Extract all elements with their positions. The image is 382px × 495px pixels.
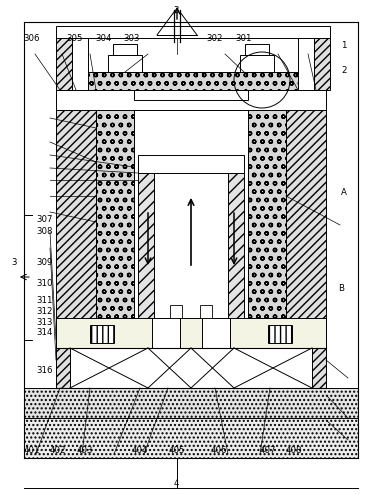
Text: 305: 305 [66, 34, 83, 43]
Text: 301: 301 [235, 34, 252, 43]
Bar [138, 155, 244, 173]
Text: 401: 401 [23, 446, 40, 455]
Bar [56, 90, 326, 110]
Text: 308: 308 [37, 227, 53, 236]
Bar [314, 38, 330, 90]
Bar [56, 348, 70, 388]
Text: 1: 1 [341, 41, 346, 50]
Bar [200, 305, 212, 318]
Text: 314: 314 [37, 328, 53, 337]
Bar [138, 173, 154, 321]
Bar [56, 72, 326, 90]
Bar [90, 325, 114, 343]
Text: 311: 311 [37, 296, 53, 305]
Bar [72, 38, 88, 90]
Bar [134, 90, 248, 100]
Bar [108, 55, 142, 72]
Bar [24, 418, 358, 458]
Bar [56, 38, 72, 90]
Bar [298, 38, 314, 90]
Text: 309: 309 [37, 258, 53, 267]
Bar [286, 110, 326, 348]
Text: 304: 304 [96, 34, 112, 43]
Text: B: B [338, 284, 344, 293]
Text: 310: 310 [37, 279, 53, 288]
Text: 407: 407 [259, 446, 276, 455]
Text: 3: 3 [174, 6, 179, 15]
Text: 312: 312 [37, 307, 53, 316]
Text: 307: 307 [37, 215, 53, 224]
Bar [228, 173, 244, 321]
Bar [113, 44, 137, 55]
Bar [170, 305, 182, 318]
Text: 404: 404 [131, 446, 148, 455]
Text: 313: 313 [37, 318, 53, 327]
Text: 306: 306 [23, 34, 40, 43]
Bar [240, 55, 274, 72]
Bar [96, 110, 134, 348]
Bar [56, 318, 326, 348]
Bar [312, 348, 326, 388]
Bar [24, 388, 358, 418]
Text: 405: 405 [168, 446, 185, 455]
Bar [245, 44, 269, 55]
Bar [152, 318, 180, 348]
Text: 303: 303 [123, 34, 140, 43]
Bar [248, 110, 286, 348]
Text: 403: 403 [76, 446, 93, 455]
Bar [202, 318, 230, 348]
Text: A: A [341, 188, 347, 197]
Text: 402: 402 [50, 446, 66, 455]
Text: 302: 302 [207, 34, 223, 43]
Text: 406: 406 [210, 446, 227, 455]
Bar [134, 110, 248, 348]
Bar [154, 173, 228, 321]
Bar [56, 110, 96, 348]
Bar [268, 325, 292, 343]
Text: 3: 3 [12, 258, 17, 267]
Bar [56, 26, 330, 38]
Text: 408: 408 [285, 446, 302, 455]
Text: 4: 4 [174, 479, 179, 488]
Text: 316: 316 [37, 366, 53, 375]
Text: 2: 2 [341, 66, 346, 75]
